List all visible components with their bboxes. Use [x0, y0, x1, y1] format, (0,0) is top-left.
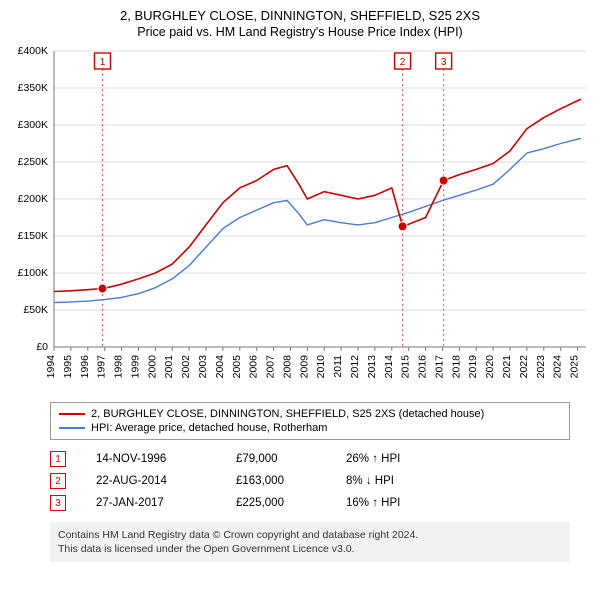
price-chart: £0 £50K £100K £150K £200K £250K £300K £350K £400…: [10, 47, 590, 392]
page-subtitle: Price paid vs. HM Land Registry's House …: [10, 25, 590, 39]
svg-text:£300K: £300K: [18, 119, 48, 131]
transaction-hpi: 26% ↑ HPI: [346, 453, 400, 465]
legend-label-subject: 2, BURGHLEY CLOSE, DINNINGTON, SHEFFIELD…: [91, 408, 484, 420]
page-title: 2, BURGHLEY CLOSE, DINNINGTON, SHEFFIELD…: [10, 8, 590, 23]
svg-text:2003: 2003: [197, 355, 209, 379]
svg-text:£150K: £150K: [18, 230, 48, 242]
svg-text:2015: 2015: [400, 355, 412, 379]
svg-text:£50K: £50K: [23, 304, 48, 316]
transaction-price: £225,000: [236, 497, 316, 509]
svg-text:1996: 1996: [79, 355, 91, 379]
svg-text:1: 1: [100, 57, 106, 68]
footer-line-2: This data is licensed under the Open Gov…: [58, 542, 562, 556]
svg-text:1995: 1995: [62, 355, 74, 379]
svg-text:2006: 2006: [248, 355, 260, 379]
svg-text:2009: 2009: [298, 355, 310, 379]
svg-text:2005: 2005: [231, 355, 243, 379]
svg-text:2008: 2008: [281, 355, 293, 379]
transaction-badge: 2: [50, 473, 66, 489]
svg-text:2023: 2023: [535, 355, 547, 379]
transaction-date: 27-JAN-2017: [96, 497, 206, 509]
transaction-hpi: 8% ↓ HPI: [346, 475, 394, 487]
transaction-date: 22-AUG-2014: [96, 475, 206, 487]
svg-text:2020: 2020: [484, 355, 496, 379]
svg-text:2021: 2021: [501, 355, 513, 379]
svg-text:3: 3: [441, 57, 447, 68]
svg-text:2022: 2022: [518, 355, 530, 379]
transaction-row: 1 14-NOV-1996 £79,000 26% ↑ HPI: [50, 448, 570, 470]
legend-swatch-subject: [59, 413, 85, 415]
legend-swatch-hpi: [59, 427, 85, 429]
svg-text:2001: 2001: [163, 355, 175, 379]
svg-text:1994: 1994: [45, 355, 57, 379]
svg-text:2019: 2019: [467, 355, 479, 379]
svg-text:2002: 2002: [180, 355, 192, 379]
svg-text:2018: 2018: [450, 355, 462, 379]
transaction-list: 1 14-NOV-1996 £79,000 26% ↑ HPI 2 22-AUG…: [50, 448, 570, 514]
svg-text:2014: 2014: [383, 355, 395, 379]
transaction-row: 3 27-JAN-2017 £225,000 16% ↑ HPI: [50, 492, 570, 514]
transaction-row: 2 22-AUG-2014 £163,000 8% ↓ HPI: [50, 470, 570, 492]
attribution-footer: Contains HM Land Registry data © Crown c…: [50, 522, 570, 562]
svg-text:1997: 1997: [96, 355, 108, 379]
svg-text:2025: 2025: [569, 355, 581, 379]
svg-text:2010: 2010: [315, 355, 327, 379]
svg-text:£0: £0: [36, 341, 48, 353]
legend-item-subject: 2, BURGHLEY CLOSE, DINNINGTON, SHEFFIELD…: [59, 407, 561, 421]
svg-text:2013: 2013: [366, 355, 378, 379]
svg-text:2017: 2017: [433, 355, 445, 379]
svg-text:2012: 2012: [349, 355, 361, 379]
transaction-date: 14-NOV-1996: [96, 453, 206, 465]
transaction-price: £163,000: [236, 475, 316, 487]
svg-text:1999: 1999: [129, 355, 141, 379]
footer-line-1: Contains HM Land Registry data © Crown c…: [58, 528, 562, 542]
svg-text:1998: 1998: [113, 355, 125, 379]
transaction-badge: 3: [50, 495, 66, 511]
svg-text:2: 2: [400, 57, 406, 68]
legend-label-hpi: HPI: Average price, detached house, Roth…: [91, 422, 327, 434]
svg-text:2024: 2024: [552, 355, 564, 379]
svg-text:2011: 2011: [332, 355, 344, 378]
svg-text:£350K: £350K: [18, 82, 48, 94]
legend-item-hpi: HPI: Average price, detached house, Roth…: [59, 421, 561, 435]
svg-text:2000: 2000: [146, 355, 158, 379]
svg-text:2016: 2016: [417, 355, 429, 379]
transaction-hpi: 16% ↑ HPI: [346, 497, 400, 509]
svg-text:£200K: £200K: [18, 193, 48, 205]
chart-legend: 2, BURGHLEY CLOSE, DINNINGTON, SHEFFIELD…: [50, 402, 570, 440]
transaction-price: £79,000: [236, 453, 316, 465]
svg-text:£400K: £400K: [18, 47, 48, 57]
svg-text:£100K: £100K: [18, 267, 48, 279]
transaction-badge: 1: [50, 451, 66, 467]
svg-text:£250K: £250K: [18, 156, 48, 168]
svg-text:2007: 2007: [265, 355, 277, 379]
chart-svg: £0 £50K £100K £150K £200K £250K £300K £350K £400…: [10, 47, 590, 387]
svg-text:2004: 2004: [214, 355, 226, 379]
